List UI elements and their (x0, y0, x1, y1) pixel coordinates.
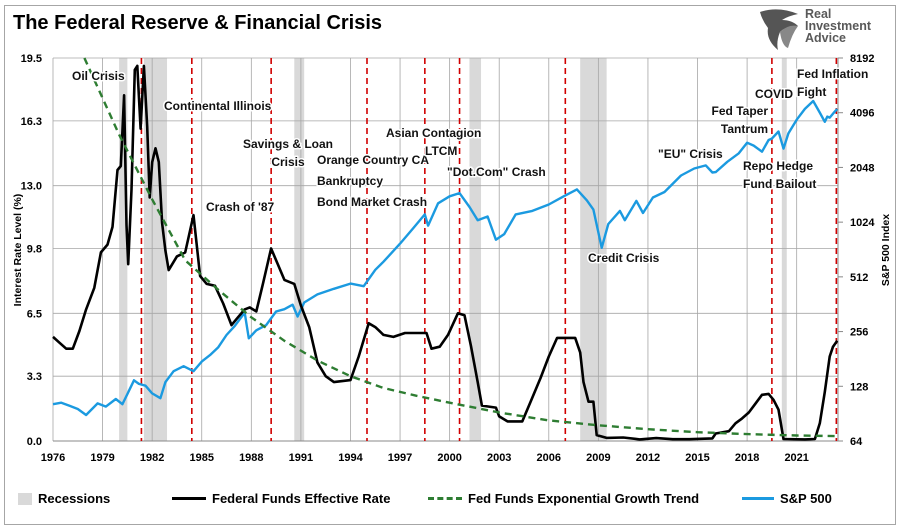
x-tick-label: 1991 (289, 452, 313, 464)
crisis-annotation: Tantrum (721, 122, 768, 136)
legend-label: Fed Funds Exponential Growth Trend (468, 491, 700, 506)
crisis-annotation: Fed Inflation (797, 67, 868, 81)
x-tick-label: 1997 (388, 452, 412, 464)
x-tick-label: 1988 (239, 452, 263, 464)
y2-tick-label: 8192 (850, 53, 874, 65)
y-tick-label: 16.3 (21, 116, 42, 128)
y-tick-label: 0.0 (27, 436, 42, 448)
crisis-annotation: "EU" Crisis (658, 147, 723, 161)
x-tick-label: 2015 (685, 452, 709, 464)
y-tick-label: 6.5 (27, 308, 42, 320)
eagle-logo-icon (760, 9, 798, 50)
y-tick-label: 13.0 (21, 181, 42, 193)
y2-tick-label: 512 (850, 272, 868, 284)
y2-tick-label: 2048 (850, 162, 874, 174)
crisis-annotation: COVID (755, 87, 793, 101)
x-tick-label: 2018 (735, 452, 759, 464)
x-tick-label: 1994 (338, 452, 363, 464)
recession-band (294, 58, 305, 441)
recession-band (781, 58, 787, 441)
legend-item-trend: Fed Funds Exponential Growth Trend (428, 491, 699, 506)
crisis-annotation: LTCM (425, 144, 457, 158)
x-tick-label: 1976 (41, 452, 65, 464)
logo-line: Advice (805, 31, 846, 45)
y-tick-label: 9.8 (27, 244, 42, 256)
legend-label: Recessions (38, 491, 111, 506)
y-tick-label: 3.3 (27, 371, 42, 383)
crisis-annotation: Crisis (271, 155, 305, 169)
crisis-annotation: "Dot.Com" Crash (447, 165, 546, 179)
crisis-annotation: Asian Contagion (386, 126, 481, 140)
recession-band (469, 58, 482, 441)
x-tick-label: 2000 (437, 452, 461, 464)
crisis-annotation: Bond Market Crash (317, 195, 427, 209)
x-tick-label: 2012 (636, 452, 660, 464)
crisis-annotation: Oil Crisis (72, 69, 125, 83)
y2-tick-label: 4096 (850, 108, 874, 120)
crisis-annotation: Continental Illinois (164, 99, 272, 113)
legend-item-fed-funds: Federal Funds Effective Rate (172, 491, 390, 506)
y2-axis-label: S&P 500 Index (880, 214, 892, 286)
x-tick-label: 2006 (537, 452, 561, 464)
chart-title: The Federal Reserve & Financial Crisis (13, 12, 383, 34)
trend-swatch (428, 497, 462, 500)
crisis-annotation: Fight (797, 85, 826, 99)
y2-tick-label: 1024 (850, 217, 875, 229)
y2-tick-label: 256 (850, 327, 868, 339)
crisis-annotation: Bankruptcy (317, 174, 383, 188)
legend-item-sp500: S&P 500 (742, 491, 832, 506)
x-tick-label: 1982 (140, 452, 164, 464)
x-tick-label: 1985 (189, 452, 213, 464)
fed-funds-swatch (172, 497, 206, 500)
legend-label: Federal Funds Effective Rate (212, 491, 391, 506)
chart-plot: 1976 1979 1982 1985 1988 1991 1994 1997 2000 2003… (12, 53, 892, 464)
crisis-annotation: Fund Bailout (743, 177, 816, 191)
trend-line (83, 57, 839, 438)
y-axis-label: Interest Rate Level (%) (12, 194, 24, 307)
recession-band (580, 58, 607, 441)
logo-line: Real (805, 7, 832, 21)
sp500-swatch (742, 497, 774, 500)
crisis-annotation: Credit Crisis (588, 251, 660, 265)
recession-band (143, 58, 168, 441)
legend: Recessions Federal Funds Effective Rate … (0, 491, 901, 509)
legend-label: S&P 500 (780, 491, 832, 506)
crisis-annotation: Repo Hedge (743, 159, 813, 173)
crisis-annotation: Orange Country CA (317, 153, 429, 167)
logo-line: Investment (805, 19, 871, 33)
y-tick-label: 19.5 (21, 53, 42, 65)
legend-item-recessions: Recessions (18, 491, 110, 506)
logo-text: Real Investment Advice (805, 7, 871, 45)
y2-tick-label: 128 (850, 381, 868, 393)
y2-tick-label: 64 (850, 436, 863, 448)
x-tick-label: 1979 (90, 452, 114, 464)
x-tick-label: 2009 (586, 452, 610, 464)
crisis-annotation: Savings & Loan (243, 137, 333, 151)
x-tick-label: 2003 (487, 452, 511, 464)
crisis-annotation: Fed Taper (712, 104, 769, 118)
sp500-line (52, 99, 839, 417)
x-tick-label: 2021 (784, 452, 808, 464)
recession-swatch (18, 492, 32, 505)
chart-frame (4, 5, 896, 525)
crisis-annotation: Crash of '87 (206, 200, 275, 214)
recession-band (119, 58, 128, 441)
fed-funds-line (52, 64, 839, 441)
